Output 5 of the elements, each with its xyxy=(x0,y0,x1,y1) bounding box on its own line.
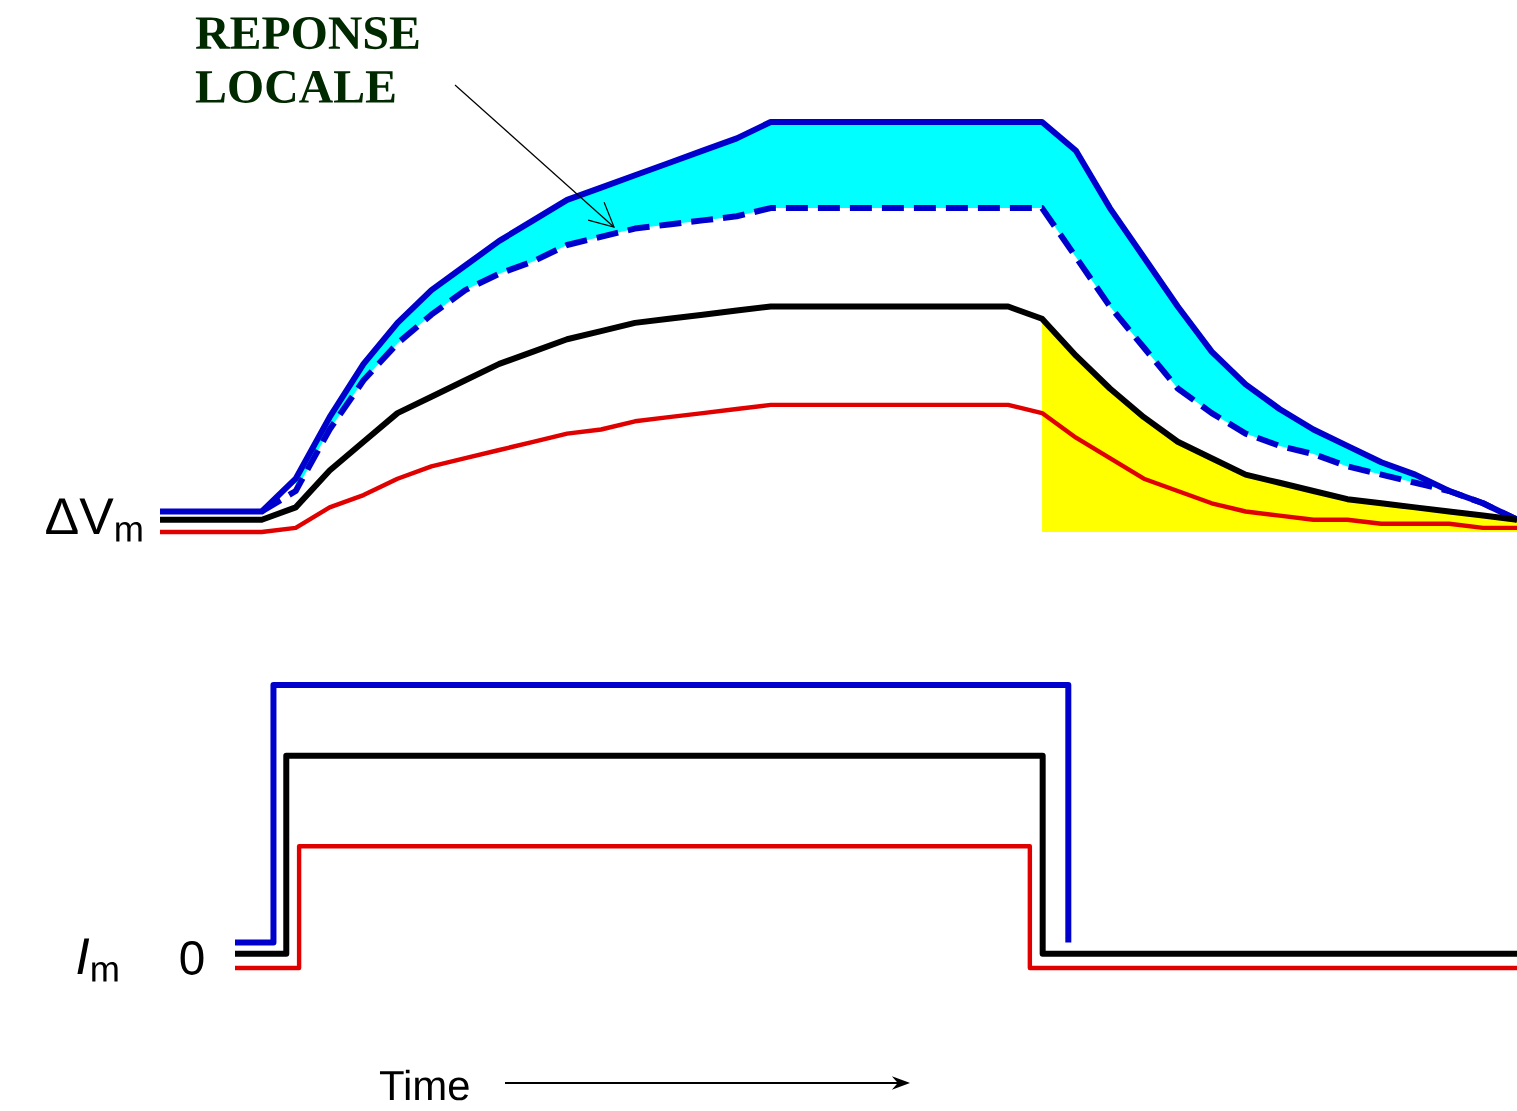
text: 0 xyxy=(180,941,204,975)
text: REPONSE LOCALE xyxy=(195,17,419,103)
y-axis-title: I$_{m}$ xyxy=(77,938,118,982)
x-axis-title: Time xyxy=(379,1069,469,1101)
y-axis-title: ΔV$_{m}$ xyxy=(46,498,142,542)
